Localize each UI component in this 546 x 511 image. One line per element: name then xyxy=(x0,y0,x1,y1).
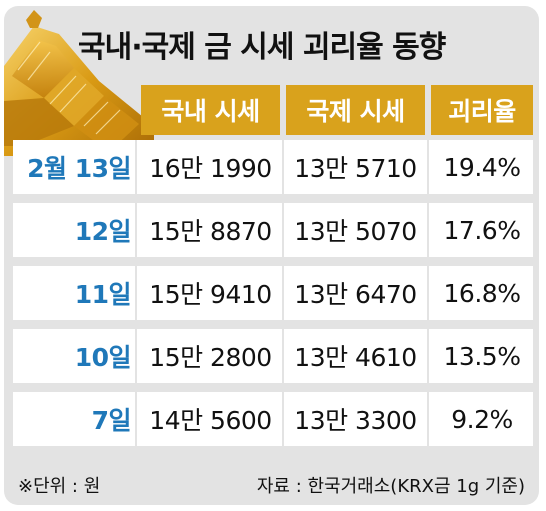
row-date: 11일 xyxy=(74,280,132,309)
divider xyxy=(282,329,284,383)
table-row: 2월 13일 16만 1990 13만 5710 19.4% xyxy=(13,140,533,194)
divider xyxy=(427,266,429,320)
row-gap: 9.2% xyxy=(451,404,513,434)
header-gap-rate: 괴리율 xyxy=(431,85,533,135)
row-domestic: 16만 1990 xyxy=(149,154,272,183)
header-domestic-price: 국내 시세 xyxy=(141,85,280,135)
row-international: 13만 4610 xyxy=(294,343,417,372)
row-gap: 17.6% xyxy=(443,215,521,245)
row-international: 13만 5070 xyxy=(294,217,417,246)
row-gap: 13.5% xyxy=(443,341,521,371)
row-date: 7일 xyxy=(91,406,132,435)
row-date: 10일 xyxy=(74,343,132,372)
divider xyxy=(135,266,137,320)
row-date: 12일 xyxy=(74,217,132,246)
table-row: 10일 15만 2800 13만 4610 13.5% xyxy=(13,329,533,383)
row-domestic: 14만 5600 xyxy=(149,406,272,435)
header-international-price: 국제 시세 xyxy=(286,85,425,135)
divider xyxy=(282,203,284,257)
row-date: 2월 13일 xyxy=(27,154,131,183)
gold-bars-illustration xyxy=(4,10,154,156)
divider xyxy=(427,392,429,446)
row-gap: 16.8% xyxy=(443,278,521,308)
divider xyxy=(282,266,284,320)
divider xyxy=(282,140,284,194)
chart-title: 국내·국제 금 시세 괴리율 동향 xyxy=(78,30,446,65)
row-international: 13만 5710 xyxy=(294,154,417,183)
table-row: 7일 14만 5600 13만 3300 9.2% xyxy=(13,392,533,446)
row-domestic: 15만 9410 xyxy=(149,280,272,309)
row-domestic: 15만 8870 xyxy=(149,217,272,246)
divider xyxy=(135,329,137,383)
divider xyxy=(135,392,137,446)
table-row: 12일 15만 8870 13만 5070 17.6% xyxy=(13,203,533,257)
table-row: 11일 15만 9410 13만 6470 16.8% xyxy=(13,266,533,320)
unit-note: ※단위 : 원 xyxy=(18,476,101,497)
source-note: 자료 : 한국거래소(KRX금 1g 기준) xyxy=(256,476,525,497)
divider xyxy=(135,203,137,257)
divider xyxy=(427,329,429,383)
row-domestic: 15만 2800 xyxy=(149,343,272,372)
row-international: 13만 3300 xyxy=(294,406,417,435)
row-gap: 19.4% xyxy=(443,152,521,182)
divider xyxy=(135,140,137,194)
row-international: 13만 6470 xyxy=(294,280,417,309)
divider xyxy=(427,203,429,257)
divider xyxy=(427,140,429,194)
divider xyxy=(282,392,284,446)
infographic-panel: 국내·국제 금 시세 괴리율 동향 국내 시세 국제 시세 괴리율 2월 13일… xyxy=(4,6,539,505)
